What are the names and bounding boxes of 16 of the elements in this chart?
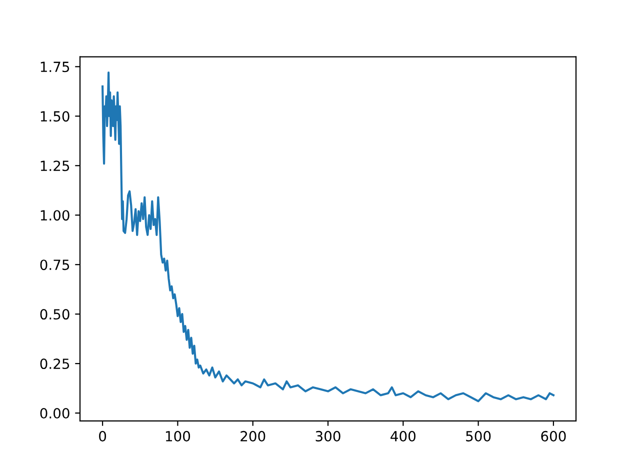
x-tick-label: 100: [166, 430, 190, 442]
y-tick-label: 1.75: [40, 62, 70, 72]
x-tick-label: 300: [316, 430, 340, 442]
y-tick-label: 1.50: [40, 111, 70, 122]
line-series: [102, 72, 554, 402]
y-tick-label: 1.25: [40, 160, 70, 172]
y-tick-label: 0.50: [40, 309, 70, 320]
y-tick-label: 0.75: [40, 260, 70, 270]
y-tick-label: 0.00: [40, 408, 70, 419]
x-tick-label: 0: [99, 430, 106, 442]
x-tick-label: 200: [240, 430, 266, 442]
y-tick-label: 0.25: [40, 358, 70, 370]
x-tick-label: 500: [466, 430, 491, 442]
y-tick-label: 1.00: [40, 210, 70, 221]
x-tick-label: 600: [541, 430, 566, 442]
x-tick-label: 400: [390, 430, 416, 442]
